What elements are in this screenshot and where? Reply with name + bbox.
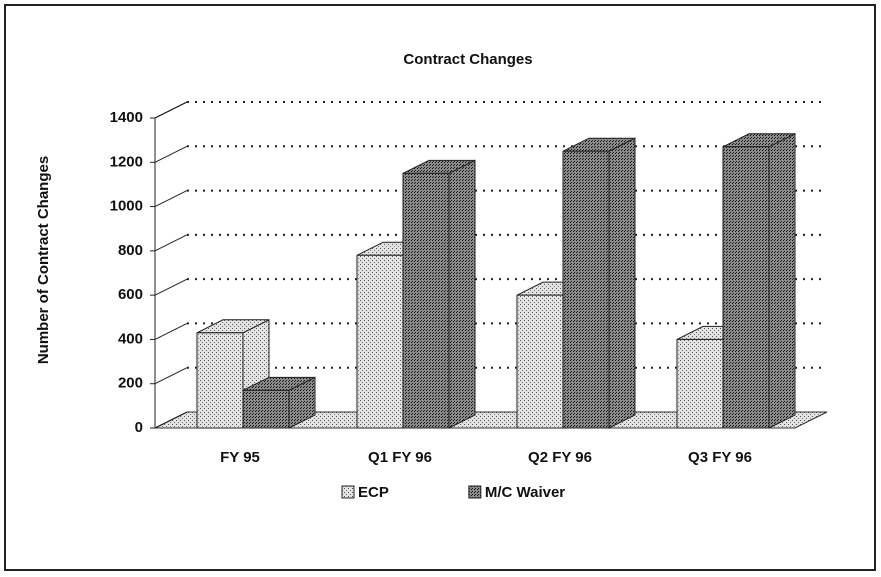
y-tick-label: 400 [118,330,143,347]
back-edge [154,278,188,296]
chart-title: Contract Changes [403,51,532,68]
y-tick-label: 1400 [110,109,143,126]
legend-label: ECP [358,484,389,501]
x-tick-label: Q2 FY 96 [528,449,592,466]
bar-side [608,137,636,429]
bar [402,172,450,429]
back-edge [154,322,188,340]
bar-side [768,132,796,429]
back-edge [154,190,188,208]
y-tick-label: 1200 [110,153,143,170]
y-tick-label: 1000 [110,198,143,215]
bar [676,338,724,429]
legend-swatch [341,485,355,499]
bar [562,150,610,429]
x-tick-label: FY 95 [220,449,260,466]
back-edge [154,411,188,429]
bar [516,294,564,429]
bar [356,254,404,429]
x-tick-label: Q3 FY 96 [688,449,752,466]
y-tick-label: 0 [135,419,143,436]
back-edge [154,234,188,252]
legend-swatch [468,485,482,499]
bar [196,332,244,429]
bar-side [448,159,476,429]
x-tick-label: Q1 FY 96 [368,449,432,466]
bar [242,389,290,429]
back-edge [154,367,188,385]
y-tick-label: 600 [118,286,143,303]
y-tick-label: 200 [118,375,143,392]
bar [722,146,770,429]
back-edge [154,145,188,163]
legend-label: M/C Waiver [485,484,565,501]
y-axis-label: Number of Contract Changes [35,156,52,364]
y-tick-label: 800 [118,242,143,259]
back-edge [154,101,188,119]
